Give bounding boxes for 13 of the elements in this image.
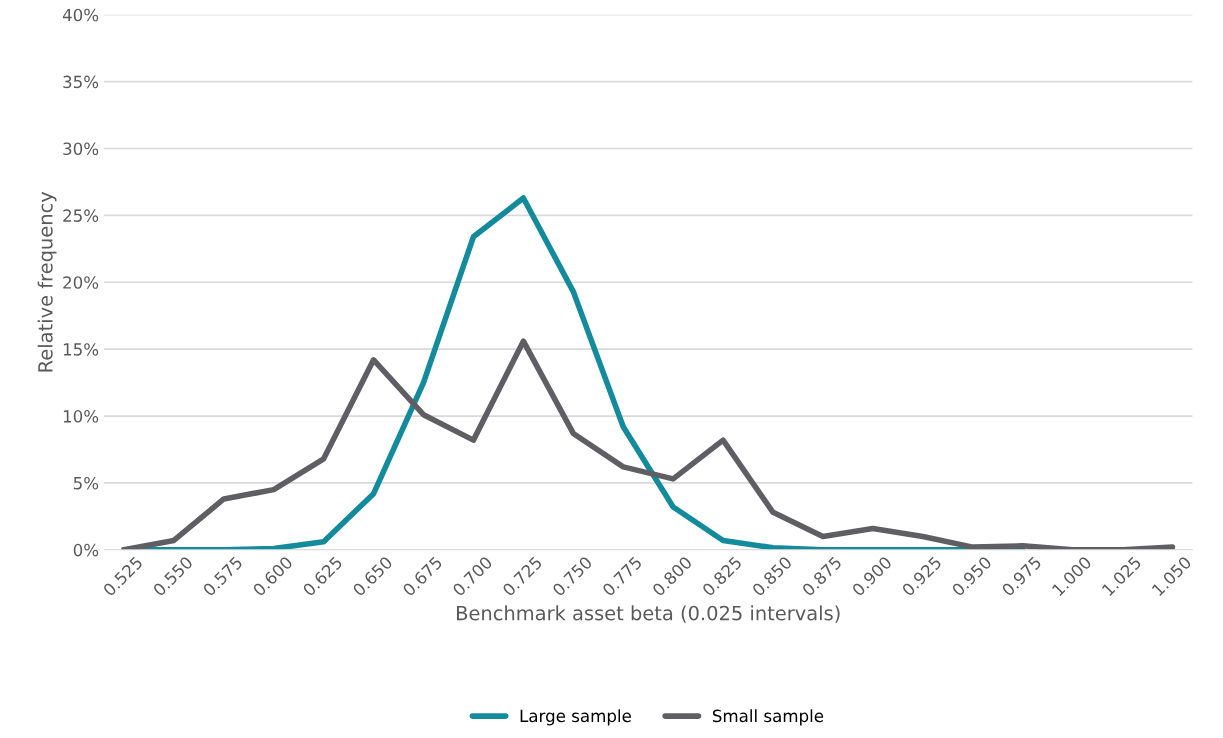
- y-axis-title: Relative frequency: [37, 191, 57, 372]
- legend-label: Small sample: [712, 709, 824, 726]
- y-tick-label: 10%: [63, 410, 99, 423]
- x-axis-title: Benchmark asset beta (0.025 intervals): [457, 605, 840, 623]
- y-tick-label: 30%: [63, 142, 99, 156]
- y-tick-label: 15%: [63, 343, 99, 356]
- y-tick-label: 25%: [63, 209, 99, 222]
- y-tick-label: 5%: [73, 476, 99, 490]
- y-tick-label: 35%: [63, 75, 99, 89]
- y-tick-label: 0%: [73, 543, 99, 557]
- y-tick-label: 40%: [62, 8, 99, 22]
- legend-label: Large sample: [520, 709, 631, 726]
- y-tick-label: 20%: [63, 276, 99, 289]
